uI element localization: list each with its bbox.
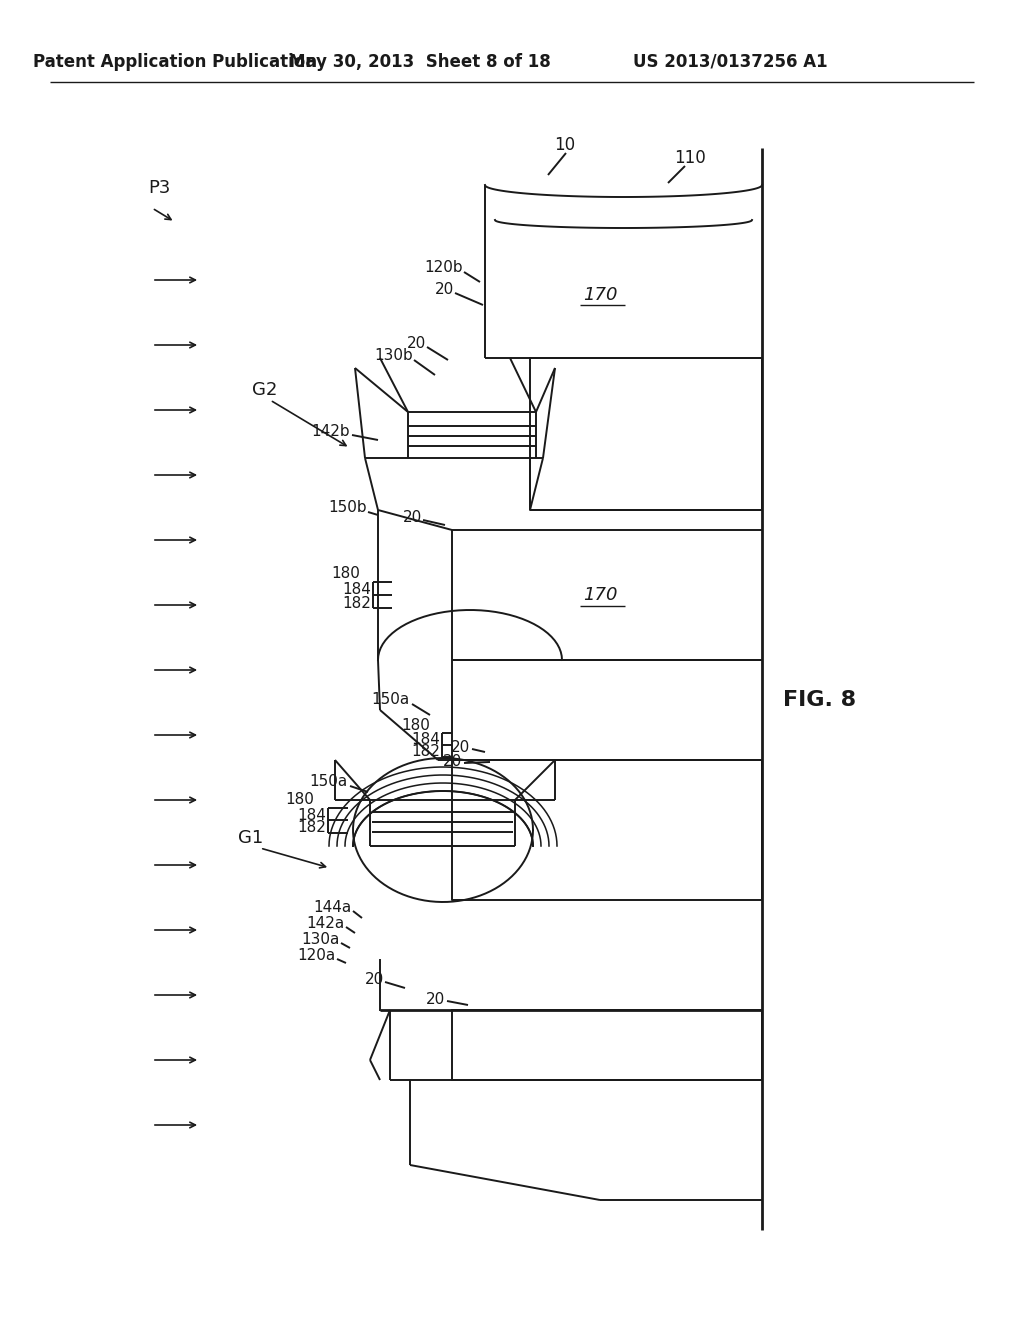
Text: 170: 170 (583, 586, 617, 605)
Text: 130b: 130b (374, 347, 413, 363)
Text: 182: 182 (342, 595, 371, 610)
Text: G2: G2 (252, 381, 278, 399)
Text: 144a: 144a (313, 900, 352, 916)
Text: 20: 20 (426, 993, 445, 1007)
Text: 184: 184 (342, 582, 371, 598)
Text: 180: 180 (331, 565, 360, 581)
Text: May 30, 2013  Sheet 8 of 18: May 30, 2013 Sheet 8 of 18 (289, 53, 551, 71)
Text: 20: 20 (435, 282, 454, 297)
Text: 130a: 130a (302, 932, 340, 948)
Text: 184: 184 (297, 808, 326, 824)
Text: Patent Application Publication: Patent Application Publication (33, 53, 317, 71)
Text: FIG. 8: FIG. 8 (783, 690, 856, 710)
Text: 20: 20 (451, 741, 470, 755)
Text: 180: 180 (401, 718, 430, 733)
Text: 142a: 142a (307, 916, 345, 932)
Text: 10: 10 (554, 136, 575, 154)
Text: 142b: 142b (311, 425, 350, 440)
Text: 170: 170 (583, 286, 617, 304)
Text: 20: 20 (442, 755, 462, 770)
Text: P3: P3 (148, 180, 170, 197)
Text: 150a: 150a (372, 693, 410, 708)
Text: 150a: 150a (309, 775, 348, 789)
Text: 20: 20 (402, 511, 422, 525)
Text: 120a: 120a (298, 949, 336, 964)
Text: 20: 20 (407, 335, 426, 351)
Text: 120b: 120b (424, 260, 463, 276)
Text: 180: 180 (285, 792, 314, 808)
Text: 150b: 150b (329, 500, 367, 516)
Text: G1: G1 (238, 829, 263, 847)
Text: 182: 182 (411, 744, 440, 759)
Text: 20: 20 (365, 973, 384, 987)
Text: US 2013/0137256 A1: US 2013/0137256 A1 (633, 53, 827, 71)
Text: 182: 182 (297, 821, 326, 836)
Text: 110: 110 (674, 149, 706, 168)
Text: 184: 184 (411, 733, 440, 747)
